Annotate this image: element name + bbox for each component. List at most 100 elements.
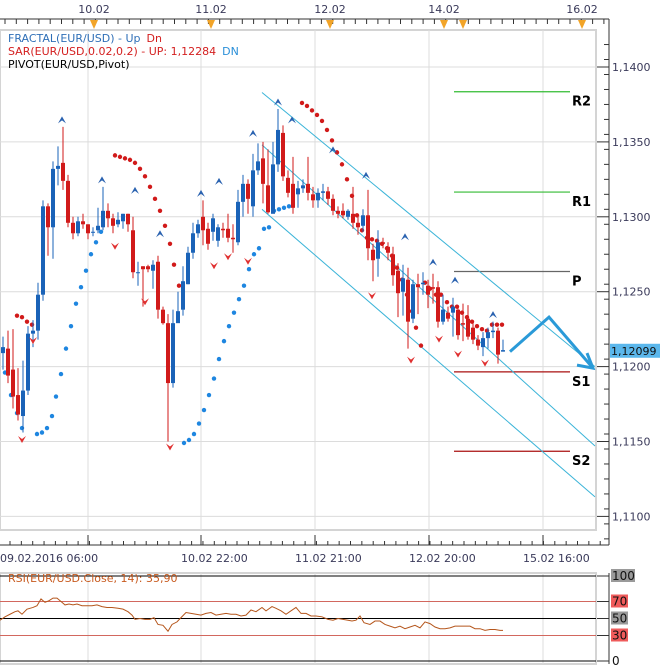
top-axis-label: 16.02 [566, 3, 598, 16]
sar-dot [117, 154, 123, 160]
candle [36, 282, 40, 340]
sar-dot [68, 323, 74, 329]
sar-dot [19, 425, 25, 431]
fractal-up-icon [249, 129, 257, 137]
candle [326, 186, 330, 205]
candle [501, 339, 505, 352]
candle [306, 156, 310, 201]
candle-body [406, 279, 410, 322]
sar-dot [499, 322, 505, 327]
candle-body [386, 246, 390, 253]
pivot-label-r2: R2 [572, 95, 591, 110]
forecast-arrowhead-icon [576, 352, 596, 371]
candle-body [51, 168, 55, 228]
sar-dot [53, 394, 59, 399]
fractal-up-icon [401, 233, 409, 241]
price-axis-label: 1,1300 [612, 211, 651, 224]
fractal-up-icon [288, 116, 296, 124]
sar-dot [24, 319, 30, 324]
candle-body [436, 287, 440, 322]
candle-body [311, 194, 315, 201]
candle [351, 186, 355, 229]
fractal-down-icon [166, 443, 174, 451]
candle [246, 179, 250, 214]
sar-dot [171, 262, 177, 267]
sar-dot [34, 431, 40, 437]
candle-body [441, 309, 445, 322]
candle-body [41, 206, 45, 295]
rsi-level-label: 100 [612, 569, 635, 583]
trend-channel-line [261, 208, 596, 498]
sar-dot [479, 326, 485, 332]
candle [26, 326, 30, 396]
rsi-level-badge [611, 654, 621, 667]
candle-body [461, 323, 465, 325]
sar-dot [142, 174, 148, 179]
bottom-axis-label: 09.02.2016 06:00 [0, 552, 98, 565]
sar-dot [469, 319, 475, 324]
candle-body [336, 210, 340, 214]
fractal-up-icon [98, 176, 106, 184]
sar-dot [39, 430, 45, 435]
sar-dot [191, 431, 197, 437]
price-axis-label: 1,1200 [612, 361, 651, 374]
candle-body [371, 249, 375, 261]
candle [186, 246, 190, 285]
candle [296, 180, 300, 208]
fractal-down-icon [29, 337, 37, 345]
candle-body [381, 242, 385, 244]
candle-body [16, 395, 20, 415]
sar-dot [413, 325, 419, 330]
candle [156, 255, 160, 319]
candle-body [206, 228, 210, 244]
fractal-up-icon [489, 311, 497, 319]
candle-body [356, 222, 360, 228]
candle-body [36, 294, 40, 331]
candle-body [106, 210, 110, 219]
candle [441, 294, 445, 325]
rsi-title: RSI(EUR/USD.Close, 14): 35,90 [8, 572, 178, 585]
candle-body [236, 201, 240, 243]
candle [166, 314, 170, 442]
fractal-up-icon [131, 186, 139, 194]
candle-body [221, 228, 225, 231]
sar-dot [299, 100, 305, 106]
candle [386, 242, 390, 261]
candle-body [241, 183, 245, 202]
sar-dot [324, 127, 330, 133]
candle-body [411, 284, 415, 319]
candle [171, 309, 175, 388]
price-axis-label: 1,1100 [612, 510, 651, 523]
candle [261, 141, 265, 204]
candle [161, 306, 165, 325]
candle [191, 222, 195, 259]
sar-dot [29, 322, 35, 327]
candle [346, 209, 350, 220]
fractal-up-icon [156, 230, 164, 238]
candle [461, 303, 465, 342]
candle [231, 224, 235, 253]
candle-body [456, 309, 460, 336]
candle-body [6, 348, 10, 376]
sar-dot [246, 267, 252, 272]
candle-body [286, 177, 290, 193]
candle [266, 149, 270, 214]
legend-pivot-label: PIVOT(EUR/USD,Pivot) [8, 58, 130, 71]
candle [131, 216, 135, 279]
sar-dot [314, 112, 320, 118]
candle [126, 213, 130, 232]
candle-body [151, 264, 155, 271]
candle-body [86, 224, 90, 234]
candle [396, 263, 400, 318]
candle [286, 170, 290, 198]
sar-dot [489, 322, 495, 327]
candle-body [421, 282, 425, 285]
rsi-line [0, 597, 503, 633]
candle-body [226, 228, 230, 238]
bottom-axis-label: 12.02 20:00 [409, 552, 476, 565]
candle-body [266, 185, 270, 213]
candle-body [246, 183, 250, 199]
candle-body [276, 129, 280, 165]
sar-dot [444, 299, 450, 305]
candle [71, 216, 75, 240]
